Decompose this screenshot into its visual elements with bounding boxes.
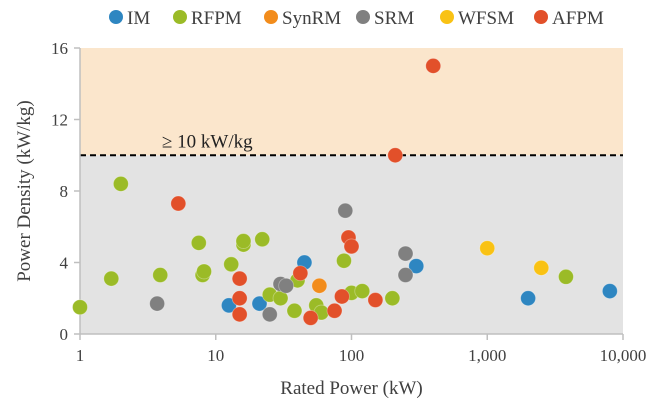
legend-marker-wfsm [440, 10, 454, 24]
data-point-afpm [334, 288, 350, 305]
x-axis-title: Rated Power (kW) [280, 378, 422, 399]
legend-label-wfsm: WFSM [458, 8, 514, 29]
data-point-srm [149, 295, 166, 312]
legend-label-afpm: AFPM [552, 8, 604, 29]
data-point-rfpm [103, 270, 120, 287]
x-tick-label: 10,000 [600, 346, 647, 365]
data-point-afpm [231, 306, 248, 323]
data-point-afpm [292, 265, 309, 282]
legend-label-srm: SRM [374, 8, 414, 29]
data-point-rfpm [384, 290, 401, 307]
x-tick-label: 10 [207, 346, 224, 365]
data-point-afpm [425, 57, 442, 74]
legend-marker-synrm [264, 10, 278, 24]
y-ticks: 0 4 8 12 16 [51, 39, 80, 344]
data-point-afpm [231, 290, 248, 307]
x-tick-label: 100 [339, 346, 365, 365]
legend-label-synrm: SynRM [282, 8, 341, 29]
data-point-im [520, 290, 537, 307]
data-point-rfpm [152, 267, 169, 283]
data-point-srm [278, 277, 295, 294]
data-point-rfpm [354, 283, 371, 300]
legend-marker-im [109, 10, 123, 24]
y-tick-label: 4 [60, 254, 69, 273]
x-tick-label: 1,000 [468, 346, 506, 365]
data-point-rfpm [223, 256, 240, 273]
x-tick-label: 1 [76, 346, 85, 365]
data-point-rfpm [254, 231, 271, 248]
data-point-afpm [367, 292, 384, 308]
data-point-wfsm [479, 240, 496, 257]
legend: IM RFPM SynRM SRM WFSM AFPM [109, 8, 604, 29]
data-point-afpm [170, 195, 187, 212]
data-point-rfpm [72, 299, 88, 316]
data-point-wfsm [533, 259, 550, 276]
data-points [72, 57, 618, 326]
y-tick-label: 16 [51, 39, 68, 58]
legend-marker-afpm [534, 10, 548, 24]
y-tick-label: 8 [60, 182, 69, 201]
data-point-rfpm [196, 263, 212, 280]
threshold-label: ≥ 10 kW/kg [162, 131, 253, 152]
data-point-afpm [387, 147, 404, 164]
data-point-srm [337, 202, 354, 219]
legend-marker-rfpm [173, 10, 187, 24]
data-point-afpm [326, 302, 343, 319]
data-point-rfpm [558, 268, 574, 285]
data-point-afpm [343, 238, 360, 255]
data-point-rfpm [112, 175, 129, 192]
data-point-synrm [311, 277, 328, 294]
data-point-im [251, 295, 268, 312]
data-point-srm [397, 245, 414, 262]
data-point-im [408, 258, 425, 274]
data-point-im [221, 297, 237, 314]
x-ticks: 1 10 100 1,000 10,000 [76, 334, 647, 365]
legend-marker-srm [356, 10, 370, 24]
data-point-srm [397, 267, 414, 283]
data-point-rfpm [336, 252, 352, 269]
region-0 [80, 48, 623, 156]
data-point-rfpm [235, 233, 252, 249]
data-point-afpm [231, 270, 248, 287]
data-point-srm [261, 306, 278, 323]
data-point-afpm [302, 310, 319, 326]
data-point-im [601, 283, 618, 300]
legend-label-rfpm: RFPM [191, 8, 242, 29]
y-tick-label: 12 [51, 111, 68, 130]
legend-label-im: IM [127, 8, 150, 29]
y-tick-label: 0 [60, 325, 69, 344]
threshold-group: ≥ 10 kW/kg [80, 131, 623, 157]
data-point-rfpm [190, 234, 207, 251]
y-axis-title: Power Density (kW/kg) [14, 100, 35, 282]
data-point-rfpm [286, 302, 303, 319]
